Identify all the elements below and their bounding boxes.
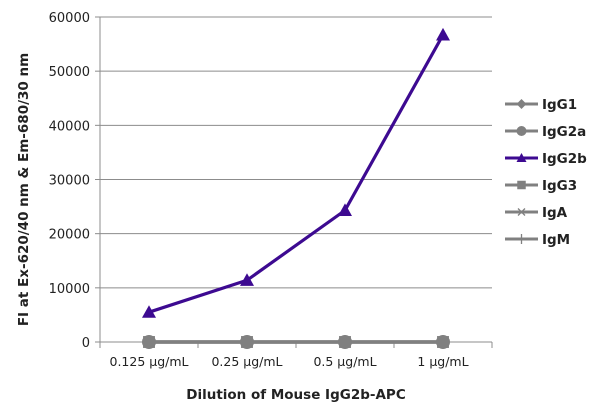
- x-axis-title: Dilution of Mouse IgG2b-APC: [186, 387, 406, 403]
- x-tick-label: 0.5 µg/mL: [313, 354, 376, 369]
- y-tick-label: 50000: [49, 65, 90, 80]
- x-tick-label: 0.125 µg/mL: [110, 354, 189, 369]
- y-tick-label: 40000: [49, 119, 90, 134]
- y-tick-label: 0: [82, 336, 90, 351]
- legend-label: IgA: [542, 205, 568, 221]
- legend-label: IgG1: [542, 97, 577, 113]
- legend-label: IgG2a: [542, 124, 586, 140]
- legend-label: IgM: [542, 232, 570, 248]
- legend-label: IgG2b: [542, 151, 587, 167]
- y-tick-label: 30000: [49, 174, 90, 189]
- series-line-IgG2b: [148, 34, 445, 314]
- data-point-IgG2b: [240, 273, 254, 286]
- x-tick-label: 0.25 µg/mL: [211, 354, 282, 369]
- legend-marker-IgA: [516, 208, 527, 216]
- legend-marker-IgG2b: [516, 153, 527, 162]
- data-point-IgG2b: [436, 27, 450, 41]
- data-point-IgG2b: [338, 203, 352, 216]
- data-point-IgG2b: [142, 305, 156, 318]
- y-tick-label: 20000: [49, 228, 90, 243]
- x-tick-label: 1 µg/mL: [417, 354, 468, 369]
- y-tick-label: 10000: [49, 282, 90, 297]
- legend-marker-IgG3: [517, 180, 526, 190]
- y-tick-label: 60000: [49, 11, 90, 26]
- y-axis-title: FI at Ex-620/40 nm & Em-680/30 nm: [16, 53, 32, 326]
- legend-marker-IgG2a: [516, 126, 527, 136]
- legend-marker-IgG1: [516, 99, 527, 109]
- legend-label: IgG3: [542, 178, 577, 194]
